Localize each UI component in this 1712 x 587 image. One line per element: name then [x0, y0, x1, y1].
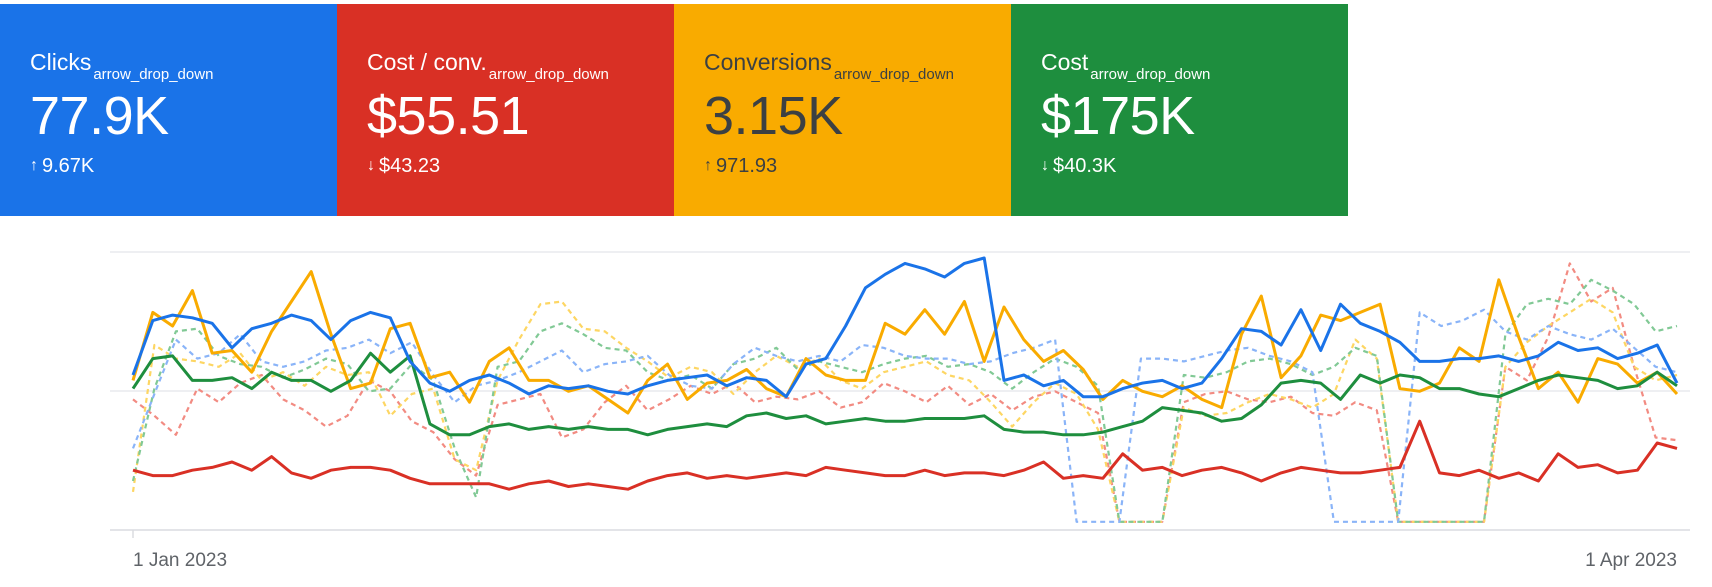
metric-card-conversions[interactable]: Conversions arrow_drop_down 3.15K ↑ 971.… — [674, 4, 1011, 216]
arrow-down-icon: ↓ — [367, 157, 375, 174]
card-delta-value: 971.93 — [716, 155, 778, 177]
arrow-drop-down-icon[interactable]: arrow_drop_down — [1090, 66, 1211, 83]
x-tick-label: 1 Jan 2023 — [133, 550, 227, 571]
arrow-drop-down-icon[interactable]: arrow_drop_down — [833, 66, 954, 83]
series-layer — [131, 256, 1679, 523]
card-delta: ↑ 971.93 — [704, 154, 1011, 178]
card-delta-value: $40.3K — [1053, 155, 1117, 177]
x-tick-label: 1 Apr 2023 — [1585, 550, 1677, 571]
card-value: $55.51 — [367, 86, 530, 146]
card-delta-value: $43.23 — [379, 155, 441, 177]
metric-cards: Clicks arrow_drop_down 77.9K ↑ 9.67K Cos… — [0, 4, 1348, 216]
arrow-up-icon: ↑ — [704, 157, 712, 174]
card-label: Cost / conv. — [367, 49, 487, 75]
series-line — [131, 308, 1678, 523]
card-delta: ↓ $43.23 — [367, 154, 674, 178]
metric-card-cost[interactable]: Cost arrow_drop_down $175K ↓ $40.3K — [1011, 4, 1348, 216]
metric-card-cost-per-conv[interactable]: Cost / conv. arrow_drop_down $55.51 ↓ $4… — [337, 4, 674, 216]
series-line — [131, 270, 1679, 415]
card-delta: ↓ $40.3K — [1041, 154, 1348, 178]
series-line — [131, 256, 1679, 399]
metric-card-clicks[interactable]: Clicks arrow_drop_down 77.9K ↑ 9.67K — [0, 4, 337, 216]
card-label: Clicks — [30, 49, 92, 75]
card-value: $175K — [1041, 86, 1195, 146]
arrow-up-icon: ↑ — [30, 157, 38, 174]
series-line — [131, 278, 1678, 523]
card-value: 3.15K — [704, 86, 843, 146]
arrow-down-icon: ↓ — [1041, 157, 1049, 174]
card-delta-value: 9.67K — [42, 155, 95, 177]
card-label: Conversions — [704, 49, 832, 75]
card-delta: ↑ 9.67K — [30, 154, 337, 178]
arrow-drop-down-icon[interactable]: arrow_drop_down — [93, 66, 214, 83]
card-label: Cost — [1041, 49, 1089, 75]
series-line — [131, 297, 1678, 523]
series-line — [132, 262, 1678, 523]
series-line — [132, 419, 1678, 491]
series-line — [131, 351, 1678, 437]
arrow-drop-down-icon[interactable]: arrow_drop_down — [488, 66, 609, 83]
card-value: 77.9K — [30, 86, 169, 146]
